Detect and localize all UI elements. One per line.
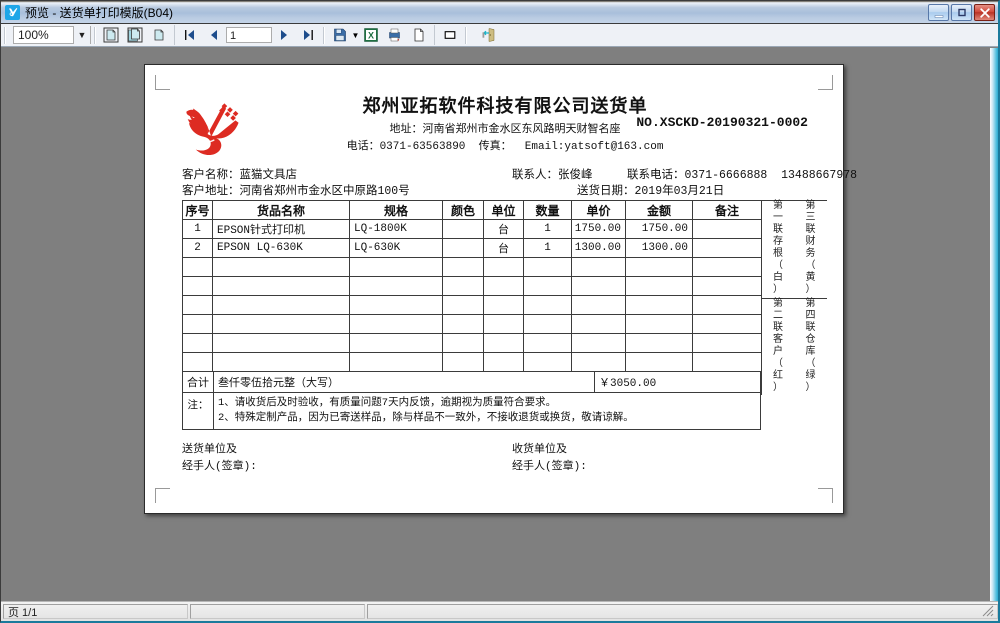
svg-text:X: X xyxy=(368,31,374,41)
